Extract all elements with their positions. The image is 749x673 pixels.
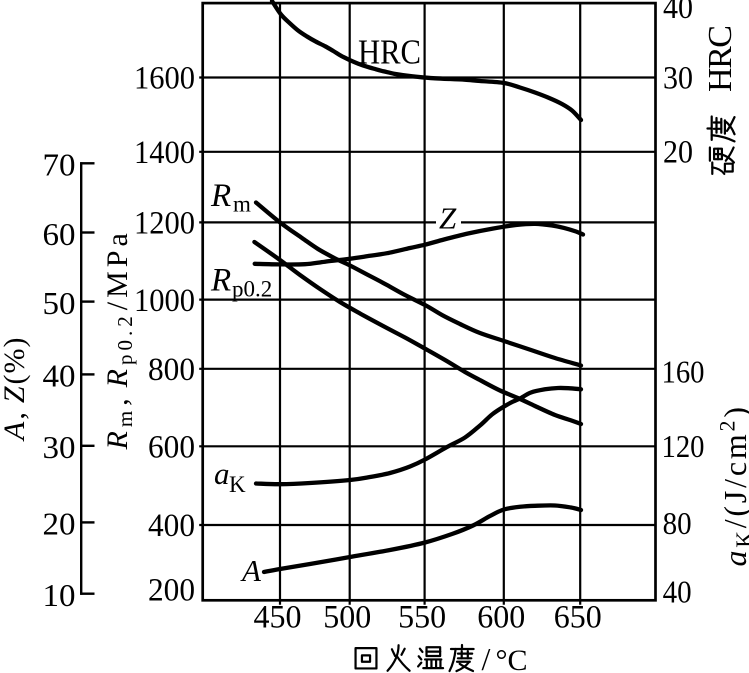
svg-text:160: 160 — [662, 354, 705, 390]
svg-text:1200: 1200 — [134, 206, 195, 242]
svg-text:40: 40 — [43, 358, 76, 394]
svg-text:120: 120 — [662, 428, 705, 464]
svg-text:30: 30 — [43, 429, 76, 465]
svg-text:Z: Z — [439, 201, 457, 236]
svg-text:p0.2: p0.2 — [232, 277, 272, 302]
svg-text:20: 20 — [663, 135, 693, 171]
svg-text:40: 40 — [663, 574, 692, 610]
svg-text:R: R — [210, 263, 231, 299]
svg-text:R: R — [210, 178, 231, 214]
svg-text:/: / — [482, 641, 491, 673]
svg-text:a: a — [214, 456, 230, 491]
svg-text:70: 70 — [43, 147, 76, 183]
svg-text:60: 60 — [43, 216, 76, 252]
svg-text:HRC: HRC — [702, 25, 739, 92]
svg-text:80: 80 — [663, 505, 692, 541]
svg-text:1400: 1400 — [134, 135, 195, 171]
svg-text:°C: °C — [496, 644, 528, 673]
svg-text:600: 600 — [477, 600, 525, 636]
svg-text:1000: 1000 — [134, 283, 195, 319]
svg-text:800: 800 — [148, 352, 195, 388]
svg-text:450: 450 — [254, 600, 302, 636]
svg-text:m: m — [233, 192, 251, 217]
svg-text:400: 400 — [148, 508, 195, 544]
svg-text:500: 500 — [323, 600, 371, 636]
svg-text:10: 10 — [43, 577, 76, 613]
svg-text:200: 200 — [148, 573, 195, 609]
svg-text:K: K — [229, 472, 246, 497]
svg-text:550: 550 — [398, 600, 446, 636]
svg-text:A,Z(%): A,Z(%) — [0, 337, 31, 443]
svg-text:600: 600 — [148, 430, 195, 466]
svg-text:1600: 1600 — [134, 61, 195, 97]
svg-text:30: 30 — [663, 61, 693, 97]
svg-text:HRC: HRC — [358, 33, 421, 72]
svg-text:650: 650 — [554, 600, 602, 636]
svg-text:aK/(J/cm2): aK/(J/cm2) — [715, 404, 749, 566]
svg-text:20: 20 — [43, 506, 76, 542]
svg-text:50: 50 — [43, 285, 76, 321]
svg-text:A: A — [240, 553, 262, 588]
svg-text:40: 40 — [663, 0, 693, 26]
